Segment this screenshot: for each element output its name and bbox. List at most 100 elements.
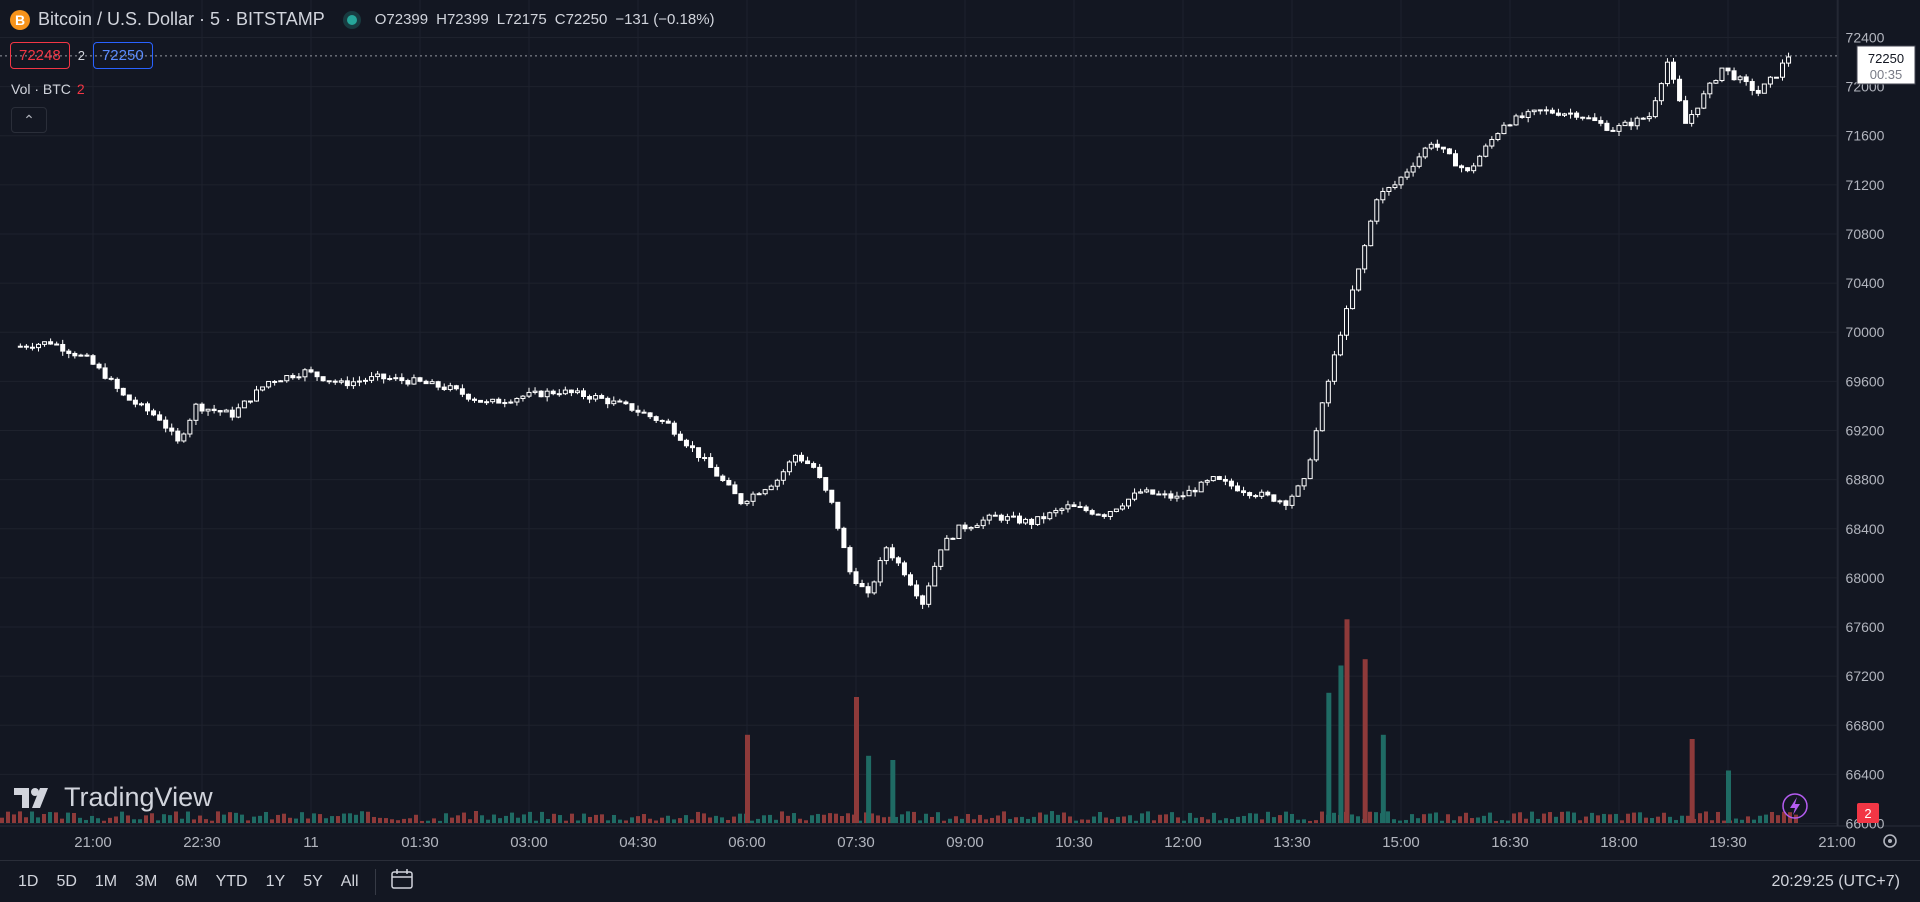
volume-bar bbox=[1014, 817, 1018, 823]
range-3m[interactable]: 3M bbox=[135, 872, 158, 890]
candle bbox=[229, 406, 235, 421]
time-axis: 21:00 22:30 11 01:30 03:00 04:30 06:00 07:30 09:… bbox=[74, 834, 1856, 851]
symbol-title[interactable]: Bitcoin / U.S. Dollar · 5 · BITSTAMP bbox=[38, 9, 325, 29]
volume-bar bbox=[1098, 812, 1102, 823]
candle bbox=[1689, 109, 1695, 127]
range-1y[interactable]: 1Y bbox=[265, 872, 286, 890]
volume-bar bbox=[780, 811, 784, 823]
candle bbox=[786, 460, 792, 476]
range-6m[interactable]: 6M bbox=[175, 872, 198, 890]
volume-bar bbox=[432, 818, 436, 823]
volume-bar bbox=[1356, 816, 1360, 823]
lightning-icon[interactable] bbox=[1782, 793, 1808, 819]
volume-bar bbox=[1608, 814, 1612, 823]
candle bbox=[205, 408, 211, 416]
volume-bar bbox=[1128, 815, 1132, 823]
bid-ask-panel: 72248 2 72250 bbox=[10, 42, 153, 69]
candle bbox=[1780, 59, 1785, 81]
volume-bar bbox=[600, 814, 604, 823]
price-change: −131 (−0.18%) bbox=[615, 11, 715, 28]
range-1m[interactable]: 1M bbox=[94, 872, 118, 890]
volume-bar bbox=[642, 814, 646, 823]
volume-bar bbox=[1038, 812, 1042, 823]
volume-bar bbox=[1134, 820, 1138, 823]
volume-bar bbox=[90, 815, 94, 823]
volume-bar bbox=[150, 813, 154, 823]
volume-bar bbox=[822, 814, 826, 823]
price-tick-label: 72400 bbox=[1846, 29, 1885, 45]
time-tick-label: 12:00 bbox=[1164, 834, 1202, 851]
timezone-clock[interactable]: 20:29:25 (UTC+7) bbox=[1771, 872, 1900, 890]
volume-bar bbox=[558, 815, 562, 823]
candle bbox=[871, 580, 877, 595]
volume-bar bbox=[420, 820, 424, 823]
volume-bar bbox=[126, 815, 130, 823]
candle bbox=[1126, 498, 1131, 509]
range-5y[interactable]: 5Y bbox=[303, 872, 323, 890]
volume-value-badge: 2 bbox=[1857, 803, 1879, 823]
ask-price[interactable]: 72250 bbox=[92, 42, 153, 69]
volume-bar bbox=[840, 816, 844, 823]
range-1d[interactable]: 1D bbox=[18, 872, 39, 890]
volume-bar bbox=[1314, 820, 1318, 823]
time-tick-label: 04:30 bbox=[619, 834, 657, 851]
volume-bar bbox=[870, 813, 874, 823]
volume-bar bbox=[1764, 814, 1768, 823]
volume-bar bbox=[1044, 814, 1048, 823]
volume-bar bbox=[1206, 819, 1210, 823]
candle bbox=[901, 560, 907, 577]
candle bbox=[441, 383, 447, 391]
candle bbox=[302, 368, 308, 382]
range-all[interactable]: All bbox=[340, 872, 359, 890]
candle bbox=[1283, 499, 1289, 511]
candle bbox=[1477, 154, 1483, 167]
volume-bar bbox=[522, 814, 526, 823]
candle bbox=[1628, 117, 1634, 131]
volume-bar bbox=[702, 813, 706, 823]
candle bbox=[447, 382, 453, 392]
volume-bar bbox=[834, 813, 838, 823]
candle bbox=[1331, 350, 1337, 385]
range-5d[interactable]: 5D bbox=[56, 872, 77, 890]
candle bbox=[1555, 108, 1561, 117]
volume-bar bbox=[480, 815, 484, 823]
candle bbox=[1549, 107, 1555, 115]
volume-bar bbox=[804, 820, 808, 823]
price-tick-label: 70800 bbox=[1846, 226, 1885, 242]
range-ytd[interactable]: YTD bbox=[215, 872, 248, 890]
collapse-legend-button[interactable]: ⌃ bbox=[11, 107, 47, 133]
candle bbox=[1713, 79, 1719, 84]
candle bbox=[1325, 379, 1331, 407]
time-tick-label: 16:30 bbox=[1491, 834, 1529, 851]
volume-bar bbox=[156, 820, 160, 823]
candle bbox=[641, 409, 647, 414]
candle bbox=[762, 488, 768, 496]
candle bbox=[805, 456, 811, 465]
axis-settings-icon[interactable] bbox=[1883, 834, 1897, 848]
volume-bar bbox=[1020, 816, 1024, 823]
volume-legend[interactable]: Vol · BTC 2 bbox=[11, 81, 85, 97]
candle bbox=[889, 543, 895, 561]
calendar-icon[interactable] bbox=[390, 868, 414, 896]
volume-bar bbox=[450, 817, 454, 823]
candle bbox=[1083, 504, 1089, 513]
price-tick-label: 67200 bbox=[1846, 668, 1885, 684]
volume-bar bbox=[510, 812, 514, 823]
candle bbox=[1368, 219, 1374, 247]
candle bbox=[1634, 116, 1640, 130]
volume-bar bbox=[960, 818, 964, 823]
candle bbox=[732, 481, 738, 495]
market-status-icon[interactable] bbox=[346, 14, 357, 25]
volume-bar bbox=[1278, 815, 1282, 823]
bid-price[interactable]: 72248 bbox=[10, 42, 70, 69]
candle bbox=[193, 402, 199, 426]
volume-bar-peak bbox=[854, 697, 859, 823]
volume-bar-peak bbox=[890, 760, 896, 823]
candle bbox=[714, 464, 720, 477]
volume-bar bbox=[1710, 820, 1714, 823]
candle bbox=[799, 452, 804, 464]
volume-bar bbox=[24, 817, 28, 823]
candle bbox=[702, 453, 708, 462]
candle bbox=[726, 477, 732, 486]
